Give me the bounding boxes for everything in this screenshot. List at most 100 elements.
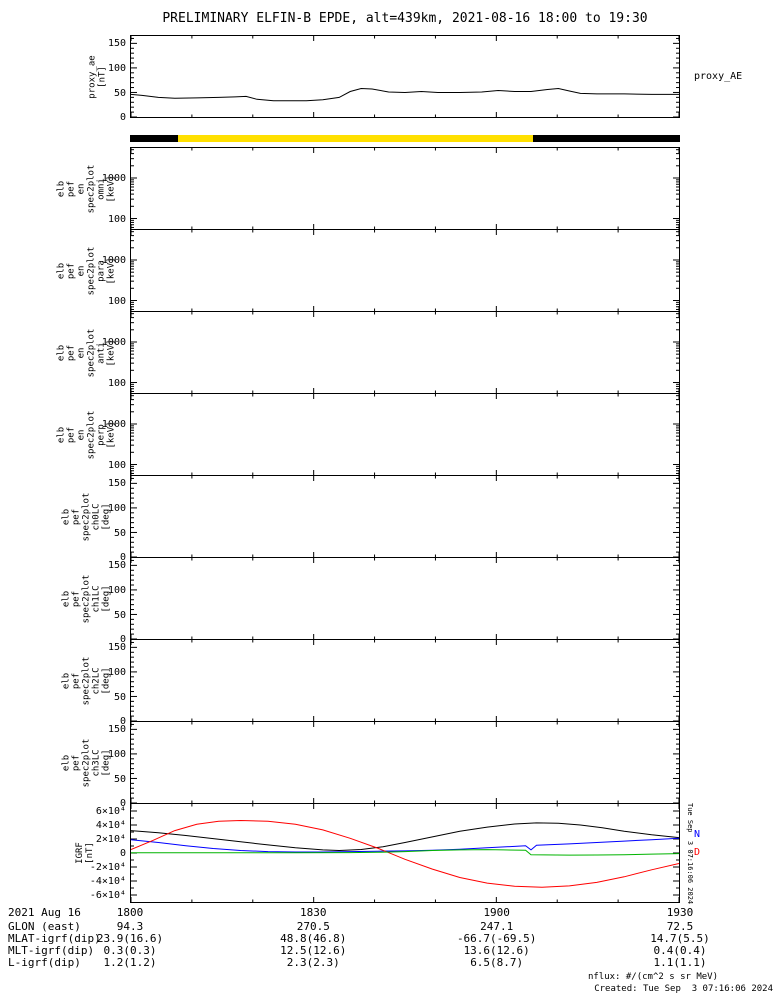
ch3LC-panel [130, 721, 680, 804]
table-cell: 23.9(16.6) [96, 932, 164, 945]
y-tick-label: 100 [107, 459, 126, 471]
x-tick-label: 1900 [483, 906, 510, 919]
x-tick-label: 1800 [116, 906, 144, 919]
omni-plot-area [130, 148, 680, 229]
y-tick-label: 50 [113, 691, 126, 703]
proxy_ae-y-axis-label: proxy_ae [nT] [87, 54, 107, 99]
table-cell: 1.2(1.2) [103, 956, 157, 969]
igrf-plot-area [130, 804, 680, 902]
created-timestamp: Created: Tue Sep 3 07:16:06 2024 [594, 984, 773, 994]
y-tick-label: 50 [113, 609, 126, 621]
igrf-series-green [131, 849, 680, 856]
table-cell: 270.5 [296, 920, 330, 933]
y-tick-label: 0 [119, 716, 126, 727]
table-cell: -66.7(-69.5) [456, 932, 537, 945]
y-tick-label: -4×10⁴ [89, 876, 126, 887]
y-tick-label: 0 [119, 634, 126, 645]
x-tick-label: 1830 [300, 906, 327, 919]
y-tick-label: 150 [107, 38, 126, 50]
perp-plot-area [130, 394, 680, 475]
ch1LC-panel [130, 557, 680, 640]
table-cell: 2.3(2.3) [286, 956, 340, 969]
x-tick-label: 1930 [666, 906, 694, 919]
coverage-bar-segment [130, 135, 178, 142]
nflux-units-note: nflux: #/(cm^2 s sr MeV) [587, 972, 718, 982]
igrf-y-axis-label: IGRF [nT] [75, 842, 95, 864]
omni-panel [130, 147, 680, 230]
omni-y-axis-label: elb pef en spec2plot omni [keV] [56, 164, 116, 213]
table-cell: 12.5(12.6) [280, 944, 347, 957]
y-tick-label: 4×10⁴ [95, 820, 126, 831]
y-tick-label: 100 [107, 62, 126, 74]
table-cell: 1.1(1.1) [653, 956, 707, 969]
table-cell: 0.4(0.4) [653, 944, 707, 957]
ch1LC-y-axis-label: elb pef spec2plot ch1LC [deg] [61, 574, 111, 623]
y-tick-label: -6×10⁴ [89, 890, 126, 901]
y-tick-label: 100 [107, 377, 126, 389]
igrf-panel [130, 803, 680, 903]
table-row-label: L-igrf(dip) [8, 956, 81, 969]
y-tick-label: 6×10⁴ [95, 806, 126, 817]
igrf-right-label-D: D [694, 847, 701, 858]
proxy_ae-right-label-proxy_AE: proxy_AE [694, 71, 743, 82]
y-tick-label: 1000 [101, 173, 126, 184]
igrf-series-D [130, 819, 680, 888]
y-tick-label: 50 [113, 527, 126, 539]
coverage-bar-segment [177, 135, 534, 142]
y-tick-label: 150 [107, 478, 126, 490]
igrf-right-label-N: N [694, 829, 701, 840]
igrf-series-N [130, 837, 680, 853]
anti-panel [130, 311, 680, 394]
plot-title: PRELIMINARY ELFIN-B EPDE, alt=439km, 202… [162, 11, 648, 26]
ch1LC-plot-area [130, 558, 680, 640]
y-tick-label: 50 [113, 773, 126, 785]
y-tick-label: 1000 [101, 337, 126, 348]
ch0LC-panel [130, 475, 680, 558]
table-cell: 72.5 [666, 920, 694, 933]
y-tick-label: 150 [107, 560, 126, 572]
y-tick-label: 150 [107, 642, 126, 654]
y-tick-label: 100 [107, 584, 126, 596]
y-tick-label: 150 [107, 724, 126, 736]
y-tick-label: 100 [107, 748, 126, 760]
anti-y-axis-label: elb pef en spec2plot anti [keV] [56, 328, 116, 377]
y-tick-label: -2×10⁴ [89, 862, 126, 873]
table-row-label: GLON (east) [8, 920, 81, 933]
side-timestamp: Tue Sep 3 07:16:06 2024 [686, 803, 694, 905]
ch2LC-y-axis-label: elb pef spec2plot ch2LC [deg] [61, 656, 111, 705]
table-cell: 247.1 [480, 920, 514, 933]
date-label: 2021 Aug 16 [8, 906, 81, 919]
table-cell: 0.3(0.3) [103, 944, 157, 957]
y-tick-label: 100 [107, 213, 126, 225]
ch3LC-plot-area [130, 722, 680, 804]
y-tick-label: 50 [113, 87, 126, 99]
y-tick-label: 0 [119, 112, 126, 123]
coverage-bar [130, 135, 680, 142]
y-tick-label: 2×10⁴ [95, 834, 126, 845]
table-cell: 13.6(12.6) [463, 944, 530, 957]
ch0LC-plot-area [130, 476, 680, 558]
y-tick-label: 0 [119, 848, 126, 859]
ch3LC-y-axis-label: elb pef spec2plot ch3LC [deg] [61, 738, 111, 787]
ch2LC-panel [130, 639, 680, 722]
para-y-axis-label: elb pef en spec2plot para [keV] [56, 246, 116, 295]
table-cell: 14.7(5.5) [650, 932, 710, 945]
proxy_ae-panel [130, 35, 680, 118]
proxy_ae-series-proxy_AE [130, 87, 679, 102]
y-tick-label: 1000 [101, 419, 126, 430]
table-cell: 94.3 [116, 920, 144, 933]
ch2LC-plot-area [130, 640, 680, 722]
y-tick-label: 0 [119, 798, 126, 809]
igrf-series-black [130, 822, 680, 852]
y-tick-label: 0 [119, 552, 126, 563]
ch0LC-y-axis-label: elb pef spec2plot ch0LC [deg] [61, 492, 111, 541]
y-tick-label: 100 [107, 502, 126, 514]
para-panel [130, 229, 680, 312]
y-tick-label: 1000 [101, 255, 126, 266]
table-row-label: MLAT-igrf(dip) [8, 932, 101, 945]
perp-panel [130, 393, 680, 476]
proxy_ae-plot-area [130, 36, 680, 118]
table-row-label: MLT-igrf(dip) [8, 944, 95, 957]
table-cell: 48.8(46.8) [280, 932, 347, 945]
